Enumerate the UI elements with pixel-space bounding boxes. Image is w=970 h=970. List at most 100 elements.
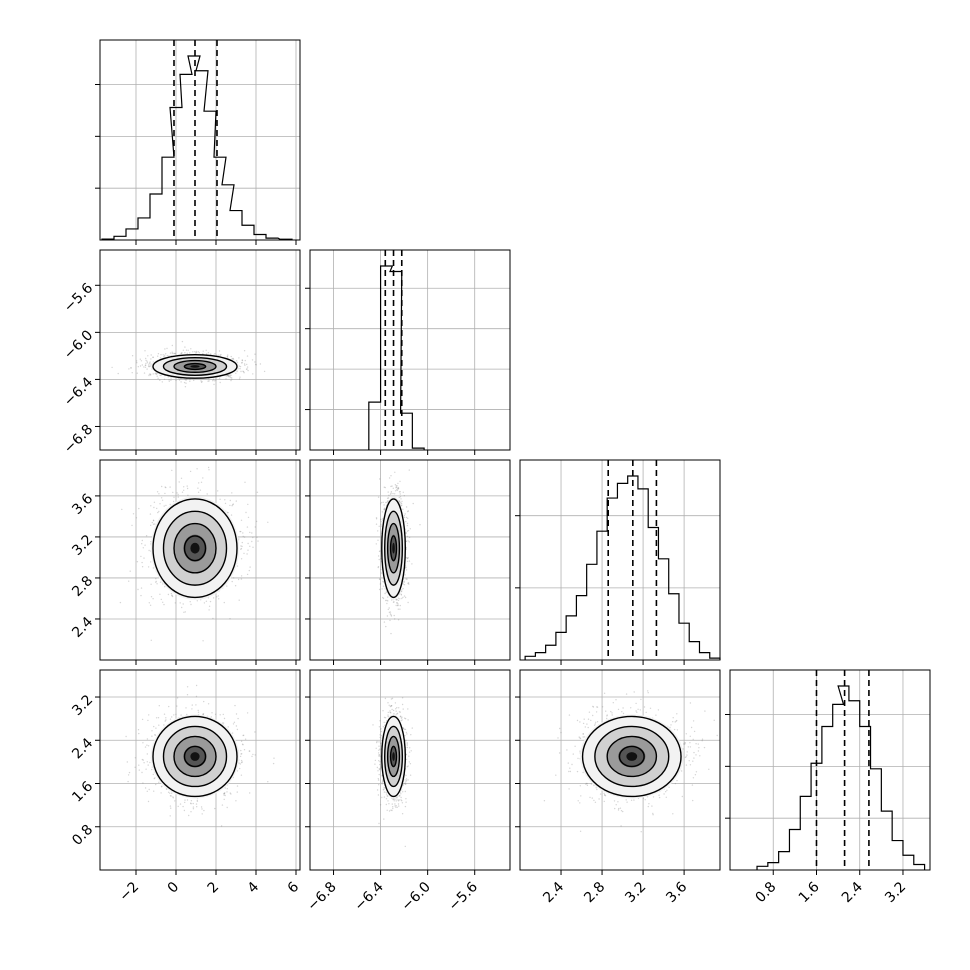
sample-point <box>256 536 258 538</box>
sample-point <box>393 614 395 617</box>
sample-point <box>173 714 175 716</box>
sample-point <box>136 362 138 364</box>
sample-point <box>251 359 254 361</box>
sample-point <box>203 700 205 703</box>
sample-point <box>384 486 386 489</box>
sample-point <box>190 811 192 813</box>
sample-point <box>172 797 174 799</box>
sample-point <box>227 726 229 728</box>
sample-point <box>380 558 382 560</box>
sample-point <box>208 380 210 382</box>
sample-point <box>140 360 143 362</box>
sample-point <box>383 509 386 511</box>
sample-point <box>164 492 166 495</box>
sample-point <box>227 354 229 356</box>
histogram-panel-2 <box>305 249 511 451</box>
sample-point <box>405 578 407 580</box>
sample-point <box>396 489 399 491</box>
sample-point <box>155 578 157 580</box>
sample-point <box>156 583 158 585</box>
sample-point <box>150 541 152 543</box>
sample-point <box>239 368 241 370</box>
sample-point <box>155 373 158 375</box>
sample-point <box>230 514 233 516</box>
sample-point <box>405 569 408 571</box>
sample-point <box>231 357 233 360</box>
sample-point <box>131 355 134 357</box>
sample-point <box>152 773 154 776</box>
sample-point <box>192 351 194 353</box>
histogram-step-line <box>756 685 926 870</box>
sample-point <box>151 521 153 524</box>
sample-point <box>207 352 210 354</box>
sample-point <box>146 362 149 364</box>
sample-point <box>148 373 151 375</box>
sample-point <box>163 378 166 380</box>
sample-point <box>171 595 174 598</box>
sample-point <box>247 542 249 545</box>
sample-point <box>397 604 399 607</box>
sample-point <box>397 487 399 489</box>
sample-point <box>164 354 166 356</box>
sample-point <box>244 364 246 366</box>
sample-point <box>412 502 414 505</box>
sample-point <box>381 511 384 513</box>
sample-point <box>224 787 226 789</box>
sample-point <box>267 521 269 523</box>
sample-point <box>169 718 172 720</box>
sample-point <box>407 582 409 585</box>
sample-point <box>229 375 231 377</box>
sample-point <box>379 478 381 480</box>
sample-point <box>380 518 382 520</box>
panel-content <box>100 250 300 450</box>
sample-point <box>397 619 400 621</box>
sample-point <box>387 491 389 493</box>
sample-point <box>147 566 150 568</box>
sample-point <box>243 363 246 365</box>
sample-point <box>223 798 225 801</box>
sample-point <box>169 352 172 354</box>
sample-point <box>395 599 397 601</box>
sample-point <box>205 353 208 355</box>
sample-point <box>231 378 233 380</box>
sample-point <box>190 603 192 606</box>
sample-point <box>186 799 189 801</box>
sample-point <box>375 518 378 520</box>
sample-point <box>224 502 227 505</box>
sample-point <box>219 354 221 357</box>
sample-point <box>169 815 171 817</box>
sample-point <box>379 583 382 585</box>
sample-point <box>155 581 157 583</box>
sample-point <box>239 763 241 765</box>
sample-point <box>386 501 388 503</box>
sample-point <box>130 367 132 369</box>
sample-point <box>196 600 198 602</box>
sample-point <box>171 351 173 353</box>
sample-point <box>397 488 399 490</box>
sample-point <box>396 602 398 604</box>
sample-point <box>383 504 385 506</box>
sample-point <box>227 374 229 377</box>
sample-point <box>383 508 385 510</box>
sample-point <box>398 491 401 493</box>
sample-point <box>222 722 225 724</box>
sample-point <box>400 594 403 596</box>
sample-point <box>162 354 164 356</box>
sample-point <box>238 538 240 540</box>
sample-point <box>403 584 406 586</box>
sample-point <box>183 486 185 488</box>
sample-point <box>167 593 170 596</box>
sample-point <box>186 487 189 490</box>
sample-point <box>138 764 140 766</box>
sample-point <box>163 603 165 606</box>
sample-point <box>144 746 147 748</box>
sample-point <box>399 491 401 493</box>
sample-point <box>379 550 381 552</box>
sample-point <box>149 361 151 363</box>
sample-point <box>208 605 211 607</box>
sample-point <box>401 504 403 506</box>
sample-point <box>380 501 383 504</box>
sample-point <box>246 553 248 555</box>
sample-point <box>145 535 148 537</box>
sample-point <box>400 498 402 500</box>
